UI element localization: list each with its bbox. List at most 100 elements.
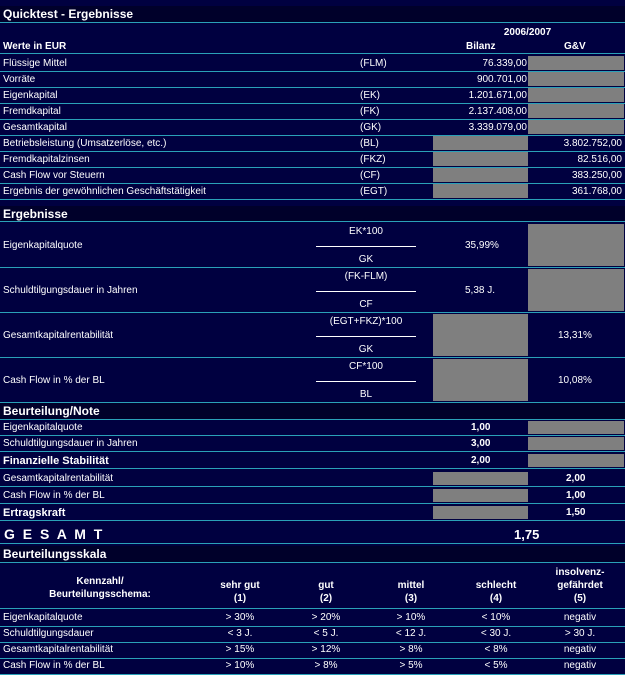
result-label: Eigenkapitalquote [3, 240, 83, 251]
empty-cell [528, 72, 624, 86]
rating-label: Eigenkapitalquote [3, 422, 83, 433]
input-value-bilanz: 3.339.079,00 [468, 122, 527, 133]
total-label: G E S A M T [4, 526, 105, 542]
empty-cell [528, 437, 624, 450]
scale-cell: > 5% [399, 660, 423, 671]
scale-header-grade-number: (5) [573, 593, 587, 604]
divider [0, 312, 625, 313]
divider [0, 658, 625, 659]
divider [0, 626, 625, 627]
empty-cell [528, 454, 624, 467]
input-label: Gesamtkapital [3, 122, 67, 133]
input-abbr: (CF) [360, 170, 380, 181]
formula-denominator: GK [358, 254, 374, 265]
scale-cell: > 30% [225, 612, 255, 623]
divider [0, 357, 625, 358]
result-label: Gesamtkapitalrentabilität [3, 330, 114, 341]
rating-label: Gesamtkapitalrentabilität [3, 473, 114, 484]
divider [0, 183, 625, 184]
empty-cell [528, 88, 624, 102]
scale-cell: > 12% [311, 644, 341, 655]
rating-value-guv: 1,00 [566, 490, 586, 501]
section-title-rating: Beurteilung/Note [0, 403, 625, 419]
empty-cell [528, 224, 624, 266]
scale-header-grade-number: (2) [319, 593, 333, 604]
result-value-guv: 13,31% [558, 330, 592, 341]
scale-cell: < 5% [484, 660, 508, 671]
rating-label: Cash Flow in % der BL [3, 490, 105, 501]
input-abbr: (BL) [360, 138, 379, 149]
input-label: Fremdkapitalzinsen [3, 154, 90, 165]
empty-cell [528, 56, 624, 70]
scale-cell: < 10% [481, 612, 511, 623]
scale-header-grade: sehr gut [220, 580, 260, 591]
input-label: Eigenkapital [3, 90, 58, 101]
divider [0, 642, 625, 643]
scale-header-grade-number: (1) [233, 593, 247, 604]
rating-value-bilanz: 1,00 [471, 422, 491, 433]
divider [0, 520, 625, 521]
divider [0, 135, 625, 136]
scale-header-grade: mittel [397, 580, 425, 591]
divider [0, 468, 625, 469]
input-abbr: (EK) [360, 90, 380, 101]
empty-cell [433, 359, 528, 401]
scale-cell: negativ [563, 644, 597, 655]
input-label: Fremdkapital [3, 106, 61, 117]
scale-row-label: Cash Flow in % der BL [3, 660, 105, 671]
scale-cell: negativ [563, 660, 597, 671]
divider [0, 151, 625, 152]
divider [0, 71, 625, 72]
divider [0, 199, 625, 200]
input-value-guv: 82.516,00 [577, 154, 623, 165]
empty-cell [528, 104, 624, 118]
scale-header-grade: schlecht [475, 580, 517, 591]
input-abbr: (FLM) [360, 58, 387, 69]
input-value-bilanz: 76.339,00 [482, 58, 528, 69]
section-title-scale: Beurteilungsskala [0, 546, 625, 562]
scale-cell: < 5 J. [313, 628, 339, 639]
fraction-bar [316, 336, 416, 337]
scale-row-label: Gesamtkapitalrentabilität [3, 644, 114, 655]
rating-label: Schuldtilgungsdauer in Jahren [3, 438, 138, 449]
empty-cell [433, 168, 528, 182]
scale-cell: < 8% [484, 644, 508, 655]
col-header-guv: G&V [564, 41, 586, 52]
fraction-bar [316, 246, 416, 247]
divider [0, 402, 625, 403]
scale-row-label: Schuldtilgungsdauer [3, 628, 94, 639]
input-value-bilanz: 900.701,00 [476, 74, 527, 85]
divider [0, 53, 625, 54]
input-label: Betriebsleistung (Umsatzerlöse, etc.) [3, 138, 167, 149]
formula-numerator: EK*100 [349, 226, 383, 237]
scale-cell: < 3 J. [227, 628, 253, 639]
formula-numerator: CF*100 [349, 361, 383, 372]
scale-header-grade-number: (3) [404, 593, 418, 604]
input-label: Flüssige Mittel [3, 58, 67, 69]
scale-cell: negativ [563, 612, 597, 623]
input-label: Vorräte [3, 74, 36, 85]
scale-header-grade-number: (4) [489, 593, 503, 604]
result-value-guv: 10,08% [558, 375, 592, 386]
divider [0, 221, 625, 222]
scale-cell: > 10% [396, 612, 426, 623]
empty-cell [433, 314, 528, 356]
empty-cell [433, 472, 528, 485]
divider [0, 167, 625, 168]
empty-cell [528, 269, 624, 311]
formula-denominator: CF [359, 299, 373, 310]
total-value: 1,75 [514, 527, 540, 542]
scale-header-grade: insolvenz- [555, 567, 605, 578]
result-value-bilanz: 5,38 J. [465, 285, 496, 296]
input-abbr: (EGT) [360, 186, 388, 197]
divider [0, 562, 625, 563]
input-abbr: (FKZ) [360, 154, 386, 165]
scale-cell: > 10% [225, 660, 255, 671]
fraction-bar [316, 291, 416, 292]
input-abbr: (GK) [360, 122, 382, 133]
empty-cell [433, 152, 528, 166]
scale-cell: < 12 J. [395, 628, 427, 639]
input-value-bilanz: 1.201.671,00 [468, 90, 527, 101]
scale-cell: > 8% [314, 660, 338, 671]
input-label: Cash Flow vor Steuern [3, 170, 105, 181]
